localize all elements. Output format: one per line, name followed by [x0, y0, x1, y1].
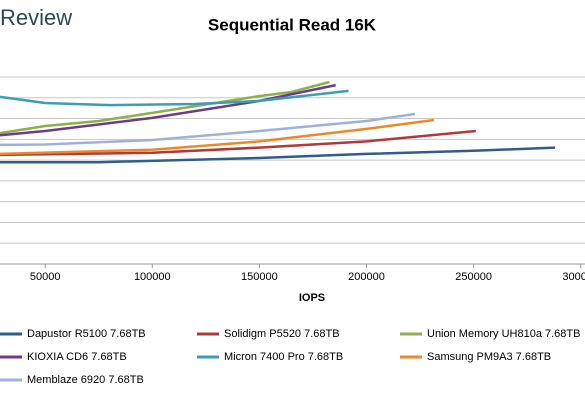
x-axis-title: IOPS	[299, 292, 325, 304]
series-line	[0, 112, 416, 147]
x-tick-label: 300000	[562, 271, 585, 283]
legend-label: Memblaze 6920 7.68TB	[27, 374, 144, 386]
series-line	[0, 118, 435, 156]
series-line	[0, 80, 330, 135]
chart-title: Sequential Read 16K	[208, 15, 377, 34]
legend-label: Micron 7400 Pro 7.68TB	[224, 351, 343, 363]
series-line	[0, 129, 476, 157]
legend-label: KIOXIA CD6 7.68TB	[27, 351, 127, 363]
x-tick-label: 100000	[134, 271, 171, 283]
x-tick-label: 250000	[455, 271, 492, 283]
x-tick-label: 200000	[348, 271, 385, 283]
legend-label: Union Memory UH810a 7.68TB	[427, 328, 580, 340]
legend-label: Dapustor R5100 7.68TB	[27, 328, 146, 340]
series-line	[0, 146, 556, 164]
legend-label: Solidigm P5520 7.68TB	[224, 328, 340, 340]
legend-label: Samsung PM9A3 7.68TB	[427, 351, 551, 363]
series-line	[0, 89, 349, 107]
x-tick-label: 150000	[241, 271, 278, 283]
logo-text: Review	[0, 5, 72, 30]
x-tick-label: 50000	[30, 271, 61, 283]
series-line	[0, 83, 336, 137]
